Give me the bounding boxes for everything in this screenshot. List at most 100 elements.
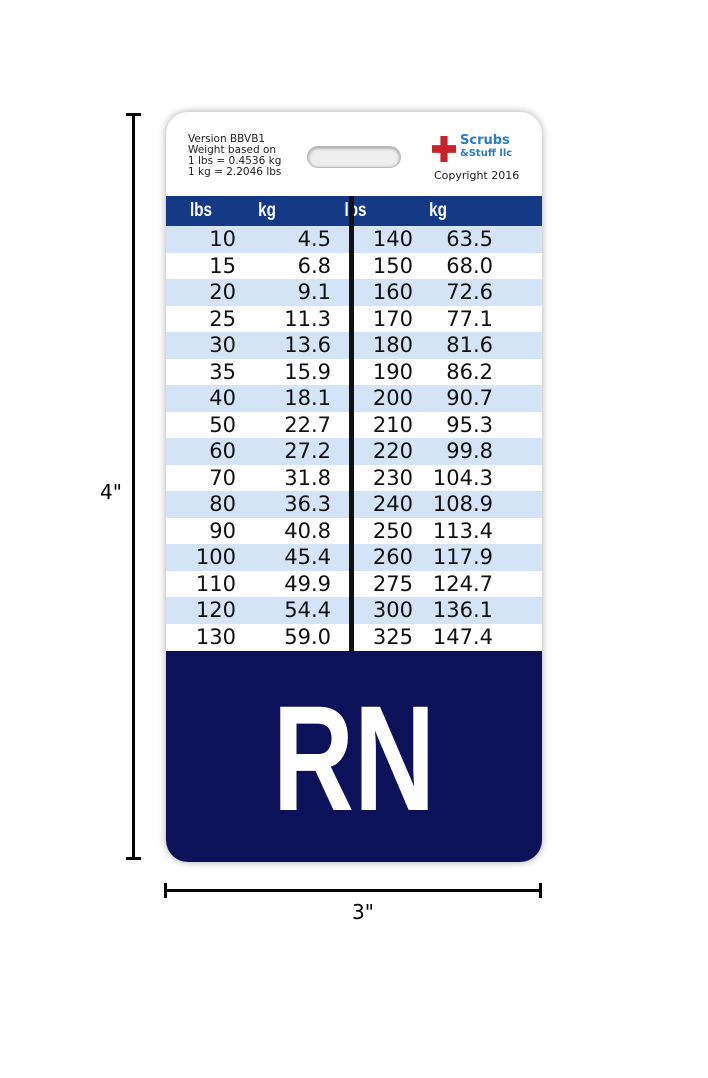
kg-value: 136.1: [432, 598, 493, 622]
table-row: 35 15.9 190 86.2: [166, 358, 542, 385]
kg-value: 45.4: [284, 545, 331, 569]
lbs-value: 35: [209, 359, 236, 384]
height-dimension-cap: [126, 857, 141, 860]
lbs-value: 240: [372, 492, 413, 516]
lbs-value: 40: [209, 386, 236, 410]
height-dimension-cap: [126, 113, 141, 116]
kg-value: 31.8: [284, 465, 331, 490]
height-dimension-line: [132, 114, 135, 860]
table-row: 100 45.4 260 117.9: [166, 544, 542, 571]
lbs-value: 110: [195, 571, 236, 596]
brand-name: Scrubs: [460, 133, 510, 148]
kg-value: 124.7: [432, 571, 493, 596]
lbs-value: 250: [372, 518, 413, 543]
height-label: 4": [100, 480, 122, 504]
lbs-value: 100: [195, 545, 236, 569]
badge-slot-hole: [307, 146, 401, 168]
table-row: 130 59.0 325 147.4: [166, 623, 542, 650]
table-row: 25 11.3 170 77.1: [166, 305, 542, 332]
lbs-value: 30: [209, 333, 236, 357]
kg-value: 6.8: [297, 253, 331, 278]
kg-value: 77.1: [446, 306, 493, 331]
kg-value: 18.1: [284, 386, 331, 410]
table-header: lbs kg lbs kg: [166, 196, 542, 226]
header-kg: kg: [258, 200, 276, 221]
lbs-value: 70: [209, 465, 236, 490]
kg-value: 63.5: [446, 227, 493, 251]
kg-value: 90.7: [446, 386, 493, 410]
table-row: 120 54.4 300 136.1: [166, 597, 542, 624]
kg-value: 4.5: [297, 227, 331, 251]
kg-value: 104.3: [432, 465, 493, 490]
kg-value: 15.9: [284, 359, 331, 384]
lbs-value: 90: [209, 518, 236, 543]
header-kg: kg: [429, 200, 447, 221]
info-line: 1 lbs = 0.4536 kg: [188, 155, 282, 167]
table-row: 110 49.9 275 124.7: [166, 570, 542, 597]
kg-value: 27.2: [284, 439, 331, 463]
header-lbs: lbs: [190, 200, 212, 221]
kg-value: 72.6: [446, 280, 493, 304]
kg-value: 95.3: [446, 412, 493, 437]
table-row: 60 27.2 220 99.8: [166, 438, 542, 465]
kg-value: 147.4: [432, 624, 493, 649]
badge-card: Version BBVB1 Weight based on 1 lbs = 0.…: [166, 112, 542, 862]
kg-value: 108.9: [432, 492, 493, 516]
lbs-value: 180: [372, 333, 413, 357]
kg-value: 36.3: [284, 492, 331, 516]
lbs-value: 50: [209, 412, 236, 437]
table-row: 40 18.1 200 90.7: [166, 385, 542, 412]
info-line: Version BBVB1: [188, 133, 266, 145]
column-divider: [349, 196, 354, 651]
kg-value: 113.4: [432, 518, 493, 543]
lbs-value: 20: [209, 280, 236, 304]
info-line: Weight based on: [188, 144, 277, 156]
table-row: 15 6.8 150 68.0: [166, 252, 542, 279]
kg-value: 11.3: [284, 306, 331, 331]
lbs-value: 15: [209, 253, 236, 278]
kg-value: 9.1: [297, 280, 331, 304]
lbs-value: 170: [372, 306, 413, 331]
kg-value: 99.8: [446, 439, 493, 463]
lbs-value: 150: [372, 253, 413, 278]
kg-value: 13.6: [284, 333, 331, 357]
kg-value: 86.2: [446, 359, 493, 384]
width-dimension-line: [165, 889, 541, 892]
lbs-value: 160: [372, 280, 413, 304]
conversion-table: lbs kg lbs kg 10 4.5 140 63.5 15 6.8 150 68.0 20…: [166, 196, 542, 650]
width-label: 3": [352, 900, 374, 924]
table-row: 20 9.1 160 72.6: [166, 279, 542, 306]
kg-value: 49.9: [284, 571, 331, 596]
info-line: 1 kg = 2.2046 lbs: [188, 166, 282, 178]
header-lbs: lbs: [344, 200, 367, 221]
lbs-value: 220: [372, 439, 413, 463]
kg-value: 68.0: [446, 253, 493, 278]
lbs-value: 130: [195, 624, 236, 649]
lbs-value: 275: [372, 571, 413, 596]
lbs-value: 80: [209, 492, 236, 516]
lbs-value: 60: [209, 439, 236, 463]
table-row: 10 4.5 140 63.5: [166, 226, 542, 253]
lbs-value: 10: [209, 227, 236, 251]
title-panel: RN: [166, 651, 542, 862]
lbs-value: 210: [372, 412, 413, 437]
lbs-value: 200: [372, 386, 413, 410]
lbs-value: 260: [372, 545, 413, 569]
table-row: 80 36.3 240 108.9: [166, 491, 542, 518]
width-dimension-cap: [164, 883, 167, 898]
version-info: Version BBVB1 Weight based on 1 lbs = 0.…: [188, 134, 281, 178]
lbs-value: 230: [372, 465, 413, 490]
table-row: 70 31.8 230 104.3: [166, 464, 542, 491]
table-row: 50 22.7 210 95.3: [166, 411, 542, 438]
kg-value: 54.4: [284, 598, 331, 622]
table-row: 30 13.6 180 81.6: [166, 332, 542, 359]
brand-logo: Scrubs &Stuff llc: [432, 134, 522, 164]
lbs-value: 325: [372, 624, 413, 649]
star-of-life-icon: [432, 136, 456, 162]
width-dimension-cap: [539, 883, 542, 898]
lbs-value: 300: [372, 598, 413, 622]
role-title: RN: [272, 674, 436, 842]
brand-name-sub: &Stuff llc: [460, 148, 513, 159]
lbs-value: 25: [209, 306, 236, 331]
kg-value: 117.9: [432, 545, 493, 569]
